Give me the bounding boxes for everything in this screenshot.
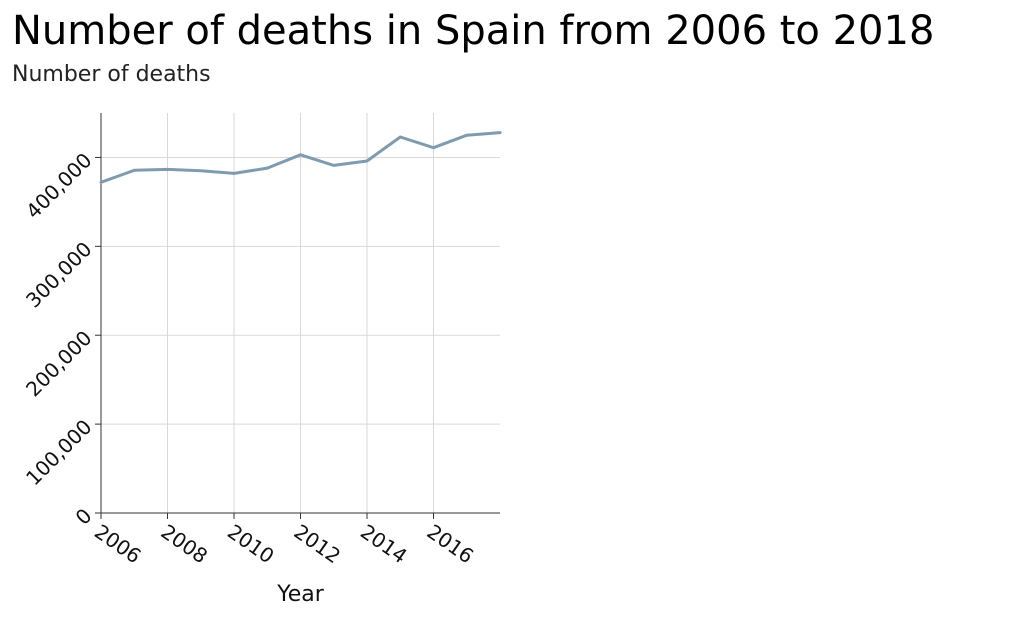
chart-title: Number of deaths in Spain from 2006 to 2… [12, 8, 935, 54]
series-line [99, 131, 502, 184]
x-tick-label: 2010 [223, 519, 278, 568]
grid-lines [101, 113, 500, 513]
x-tick-label: 2008 [157, 519, 212, 568]
y-tick-label: 400,000 [21, 148, 96, 223]
x-tick-label: 2014 [356, 519, 411, 568]
x-tick-label: 2012 [290, 519, 345, 568]
y-axis-title: Number of deaths [12, 62, 211, 87]
y-tick-label: 200,000 [21, 326, 96, 401]
y-tick-label: 300,000 [21, 237, 96, 312]
y-tick-label: 0 [71, 504, 97, 530]
series-layer [99, 131, 502, 184]
axes [95, 113, 500, 519]
y-tick-label: 100,000 [21, 415, 96, 490]
x-axis-title: Year [276, 582, 325, 607]
x-tick-label: 2006 [90, 519, 145, 568]
x-tick-label: 2016 [423, 519, 478, 568]
